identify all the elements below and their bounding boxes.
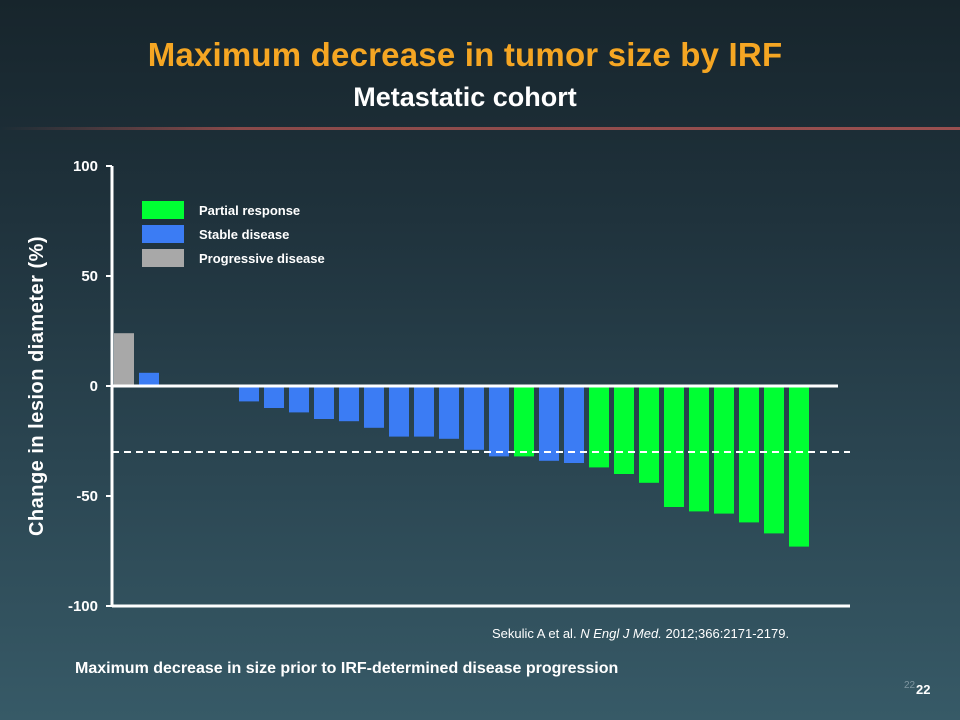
y-axis-label: Change in lesion diameter (%) xyxy=(26,236,48,536)
legend-swatch xyxy=(142,201,184,219)
citation-journal: N Engl J Med. xyxy=(580,626,662,641)
legend-swatch xyxy=(142,225,184,243)
bar-stable-disease xyxy=(439,386,459,439)
legend-label: Stable disease xyxy=(199,227,289,242)
bar-stable-disease xyxy=(464,386,484,450)
page-number-small: 22 xyxy=(904,680,916,691)
page-number: 22 xyxy=(916,682,931,697)
citation-authors: Sekulic A et al. xyxy=(492,626,577,641)
bar-partial-response xyxy=(589,386,609,468)
bar-stable-disease xyxy=(389,386,409,437)
bar-partial-response xyxy=(689,386,709,512)
y-tick-label: -50 xyxy=(76,488,98,505)
bar-stable-disease xyxy=(364,386,384,428)
y-tick-label: 50 xyxy=(81,268,98,285)
bar-stable-disease xyxy=(239,386,259,402)
legend-swatch xyxy=(142,249,184,267)
legend-label: Partial response xyxy=(199,203,300,218)
bar-stable-disease xyxy=(264,386,284,408)
y-tick-label: -100 xyxy=(68,598,98,615)
bar-partial-response xyxy=(789,386,809,547)
citation-details: 2012;366:2171-2179. xyxy=(665,626,790,641)
y-tick-label: 0 xyxy=(90,378,98,395)
bar-partial-response xyxy=(614,386,634,474)
bar-stable-disease xyxy=(564,386,584,463)
bar-partial-response xyxy=(764,386,784,534)
bar-progressive-disease xyxy=(114,333,134,386)
bar-partial-response xyxy=(714,386,734,514)
bar-stable-disease xyxy=(314,386,334,419)
bar-stable-disease xyxy=(539,386,559,461)
x-axis-label: Maximum decrease in size prior to IRF-de… xyxy=(75,660,619,677)
bar-stable-disease xyxy=(339,386,359,422)
y-tick-label: 100 xyxy=(73,158,98,175)
bar-partial-response xyxy=(514,386,534,457)
bar-partial-response xyxy=(739,386,759,523)
bar-stable-disease xyxy=(289,386,309,413)
slide-subtitle: Metastatic cohort xyxy=(353,82,577,112)
bar-stable-disease xyxy=(414,386,434,437)
citation: Sekulic A et al. N Engl J Med. 2012;366:… xyxy=(492,626,789,641)
bar-partial-response xyxy=(639,386,659,483)
bar-partial-response xyxy=(664,386,684,507)
legend-label: Progressive disease xyxy=(199,251,325,266)
bar-stable-disease xyxy=(489,386,509,457)
bar-stable-disease xyxy=(139,372,159,386)
title-divider xyxy=(0,127,960,130)
slide-title: Maximum decrease in tumor size by IRF xyxy=(147,36,783,73)
